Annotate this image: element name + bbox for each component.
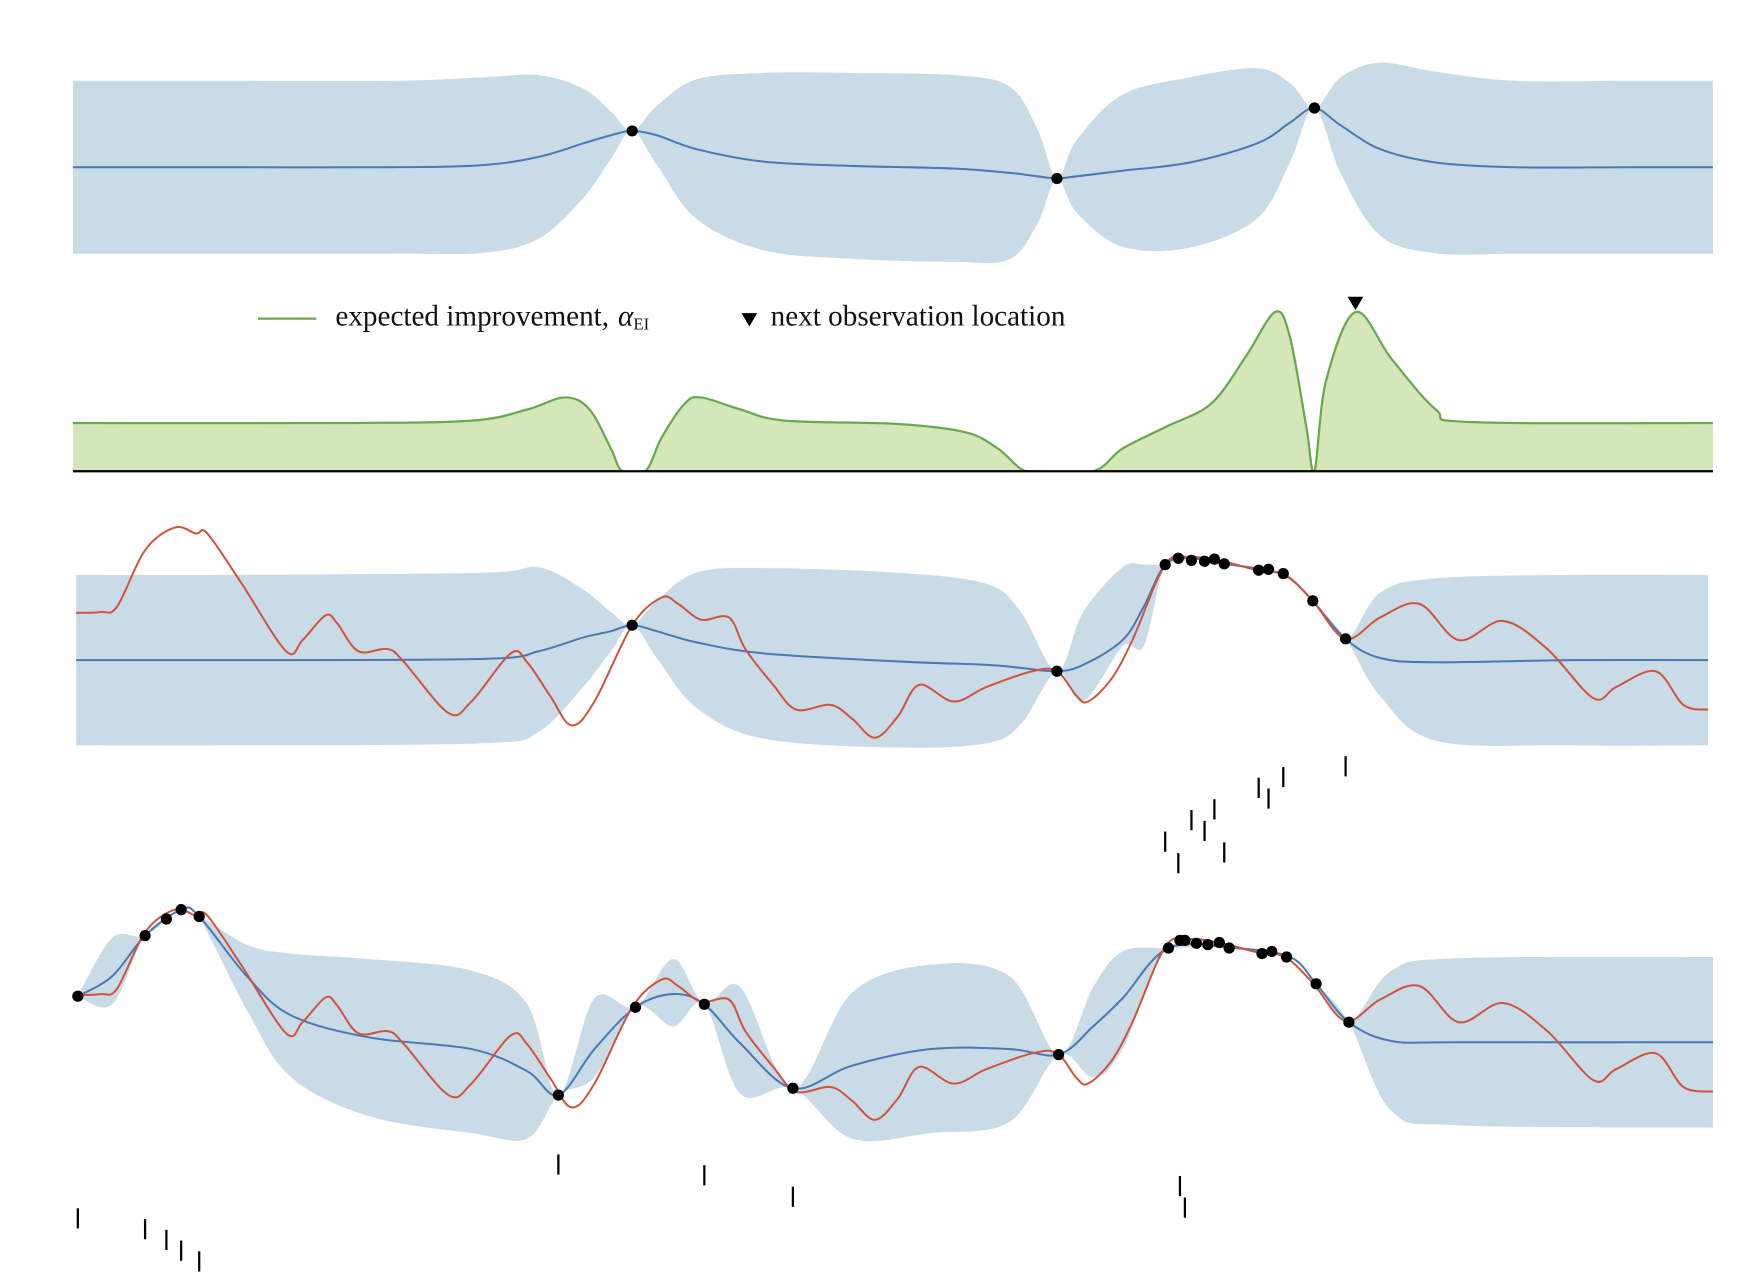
observation [1218,558,1230,570]
observation [1190,937,1202,949]
observation [1310,978,1322,990]
observation [1051,665,1063,677]
observation [626,619,638,631]
observation [552,1089,564,1101]
observation [1256,947,1268,960]
observation [1159,559,1171,571]
legend-subscript: EI [633,314,649,333]
legend: expected improvement, αEI next observatio… [258,300,1066,333]
observation [1185,554,1198,567]
posterior-mean [76,557,1709,673]
observation [1162,942,1175,954]
observation [1339,633,1352,645]
confidence-band [72,62,1713,264]
legend-marker [741,313,758,327]
series-group [72,310,1713,472]
confidence-band [77,906,1713,1142]
observation [1051,172,1063,185]
observation [1208,553,1221,565]
legend-symbol: α [618,300,634,332]
observation [1198,555,1211,567]
next-observation-marker [1347,296,1364,311]
observation [1308,102,1321,114]
legend-label: expected improvement, αEI [335,300,649,333]
observation [1202,939,1214,951]
legend-text: expected improvement, [335,300,609,332]
observation [193,910,205,923]
observation [160,913,173,925]
observation [629,1001,642,1013]
legend-label: next observation location [771,300,1066,332]
observation [1213,936,1225,949]
observation [175,904,187,916]
observation [698,998,710,1010]
observation [1172,552,1184,564]
observation [1266,945,1278,958]
observation [787,1082,799,1094]
posterior-mean [72,106,1713,180]
observation [1262,563,1275,575]
acquisition-area [72,311,1713,472]
observation [1223,942,1235,954]
observation [1052,1048,1065,1061]
observation [72,990,84,1002]
confidence-band [76,556,1709,748]
observation [1253,564,1265,576]
acquisition-line [72,310,1713,472]
observation [1343,1016,1355,1028]
observation [1307,595,1319,607]
observation [139,930,151,942]
observation [1179,934,1191,946]
observation [1277,568,1289,580]
observation [626,125,638,137]
observation [1280,951,1293,963]
